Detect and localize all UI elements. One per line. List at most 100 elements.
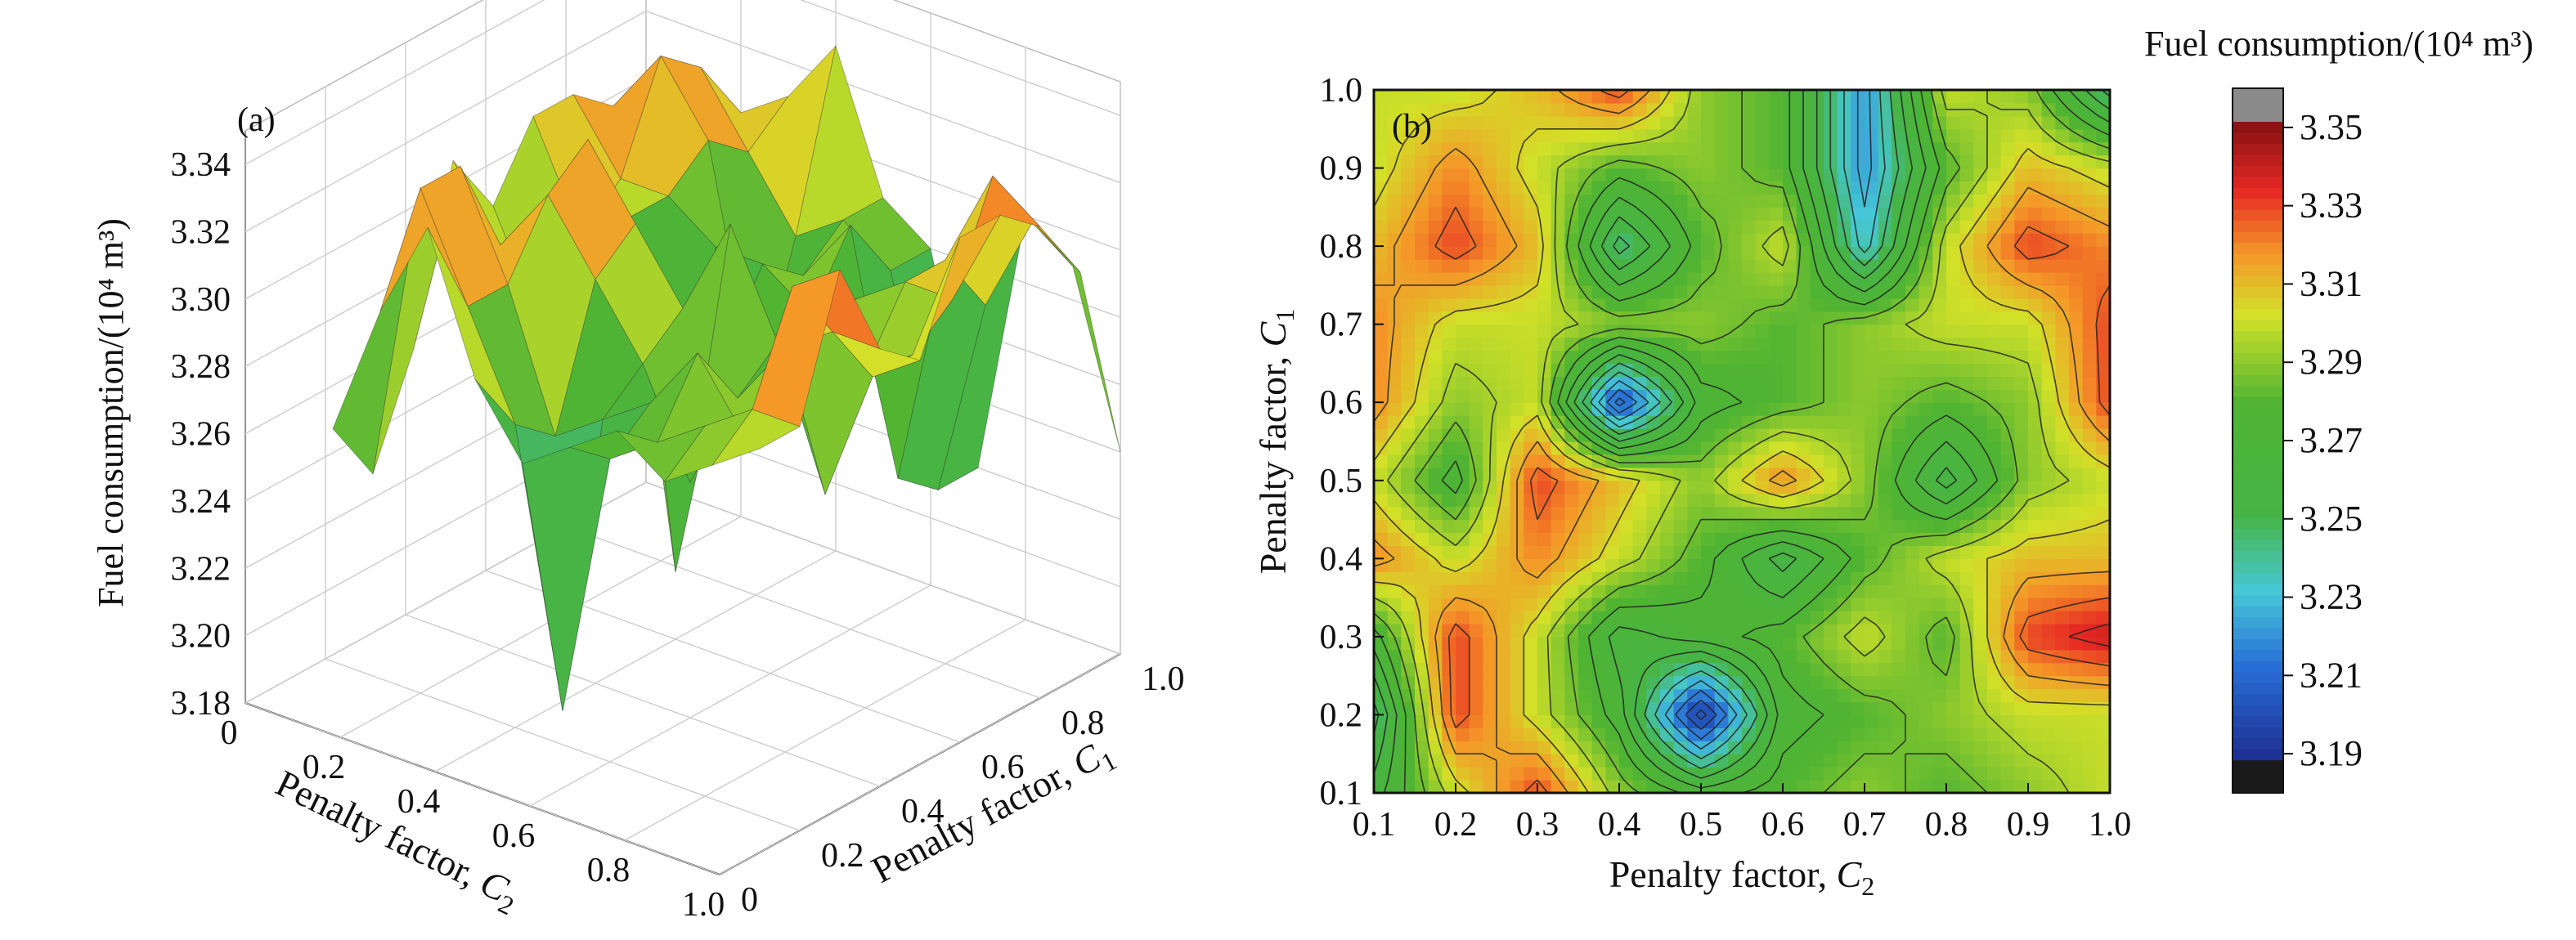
contour-cell <box>1796 246 1811 260</box>
contour-cell <box>1946 259 1961 273</box>
contour-cell <box>1537 168 1552 182</box>
contour-cell <box>1401 115 1416 130</box>
contour-cell <box>1714 324 1729 338</box>
contour-cell <box>1851 389 1865 403</box>
contour-cell <box>1619 701 1634 716</box>
contour-cell <box>1591 545 1606 559</box>
contour-cell <box>1959 324 1974 338</box>
contour-cell <box>1510 194 1524 208</box>
contour-cell <box>1591 493 1606 508</box>
contour-cell <box>1483 584 1497 598</box>
contour-cell <box>2028 623 2043 638</box>
contour-cell <box>1564 780 1579 794</box>
contour-cell <box>1769 284 1784 299</box>
contour-cell <box>1483 298 1497 312</box>
contour-cell <box>2082 311 2097 325</box>
contour-cell <box>1714 350 1729 365</box>
contour-cell <box>1374 767 1389 781</box>
contour-cell <box>1728 102 1743 117</box>
contour-cell <box>1837 376 1851 390</box>
contour-cell <box>1497 649 1511 664</box>
contour-cell <box>1946 454 1961 468</box>
contour-cell <box>1551 181 1565 195</box>
contour-cell <box>1591 311 1606 325</box>
contour-cell <box>1660 636 1675 651</box>
contour-cell <box>1646 558 1661 572</box>
contour-cell <box>1973 480 1988 495</box>
contour-cell <box>2055 194 2070 208</box>
contour-cell <box>1442 259 1456 273</box>
contour-cell <box>2096 741 2111 754</box>
colorbar-band <box>2233 330 2283 342</box>
contour-cell <box>1605 467 1620 481</box>
contour-cell <box>1660 611 1675 624</box>
contour-cell <box>1456 337 1470 351</box>
contour-cell <box>1456 428 1470 442</box>
contour-cell <box>1401 324 1416 338</box>
contour-cell <box>2069 571 2084 585</box>
contour-cell <box>1469 636 1483 651</box>
contour-cell <box>1973 636 1988 651</box>
contour-cell <box>1701 128 1716 143</box>
contour-cell <box>2096 584 2111 598</box>
contour-cell <box>1783 623 1797 638</box>
contour-c2-axis-label: Penalty factor, C2 <box>1609 853 1875 901</box>
contour-cell <box>1865 611 1879 624</box>
contour-cell <box>1456 298 1470 312</box>
contour-cell <box>1714 754 1729 768</box>
contour-cell <box>1387 337 1402 351</box>
contour-cell <box>2014 623 2029 638</box>
contour-cell <box>1865 415 1879 429</box>
contour-cell <box>2014 714 2029 728</box>
contour-cell <box>1564 558 1579 572</box>
contour-cell <box>1374 532 1389 547</box>
contour-cell <box>1959 584 1974 598</box>
contour-cell <box>2041 519 2056 534</box>
contour-cell <box>1878 727 1892 741</box>
contour-cell <box>1837 623 1851 638</box>
contour-cell <box>1415 584 1429 598</box>
contour-cell <box>1401 506 1416 521</box>
contour-cell <box>1660 584 1675 598</box>
contour-cell <box>1824 376 1838 390</box>
contour-cell <box>1605 233 1620 247</box>
contour-cell <box>2055 441 2070 455</box>
contour-cell <box>1387 649 1402 664</box>
contour-cell <box>1973 754 1988 768</box>
contour-cell <box>1783 780 1797 794</box>
contour-cell <box>1783 298 1797 312</box>
contour-cell <box>2096 701 2111 716</box>
contour-cell <box>1728 128 1743 143</box>
contour-cell <box>1415 767 1429 781</box>
contour-cell <box>2041 754 2056 768</box>
contour-cell <box>1510 623 1524 638</box>
contour-cell <box>1714 311 1729 325</box>
contour-cell <box>2028 284 2043 299</box>
contour-cell <box>1428 376 1443 390</box>
contour-cell <box>1919 115 1933 130</box>
contour-cell <box>1415 233 1429 247</box>
contour-cell <box>1810 545 1824 559</box>
contour-cell <box>1687 480 1702 495</box>
contour-cell <box>1605 701 1620 716</box>
contour-cell <box>1959 284 1974 299</box>
contour-cell <box>1701 611 1716 624</box>
contour-cell <box>1442 324 1456 338</box>
surface-z-tick-label: 3.28 <box>171 348 231 386</box>
contour-cell <box>2041 402 2056 416</box>
contour-cell <box>1497 389 1511 403</box>
contour-cell <box>1796 649 1811 664</box>
contour-cell <box>1959 467 1974 481</box>
contour-cell <box>1619 220 1634 234</box>
contour-cell <box>1905 128 1920 143</box>
contour-cell <box>1714 611 1729 624</box>
contour-cell <box>1810 311 1824 325</box>
contour-cell <box>1728 506 1743 521</box>
contour-cell <box>1946 115 1961 130</box>
contour-cell <box>2028 376 2043 390</box>
contour-cell <box>1537 701 1552 716</box>
contour-cell <box>1769 194 1784 208</box>
contour-cell <box>1660 480 1675 495</box>
contour-cell <box>1497 506 1511 521</box>
contour-cell <box>1714 102 1729 117</box>
